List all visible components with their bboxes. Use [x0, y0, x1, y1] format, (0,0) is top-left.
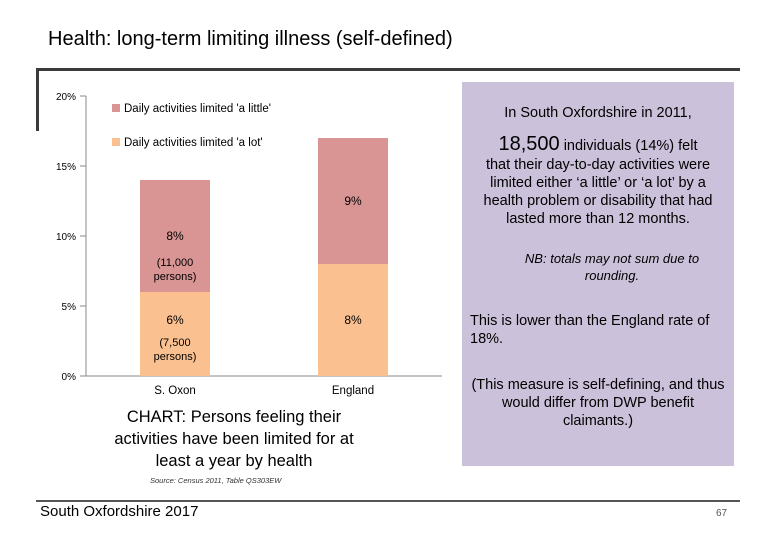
data-note-soxon-a-little: (11,000 persons)	[154, 257, 197, 283]
panel-measure-note: (This measure is self-defining, and thus…	[471, 377, 725, 429]
panel-intro-line: In South Oxfordshire in 2011,	[504, 105, 692, 121]
category-label: England	[332, 385, 374, 397]
page-number: 67	[716, 508, 728, 519]
footer-divider	[36, 500, 740, 502]
y-tick-label: 10%	[56, 232, 76, 243]
stacked-bar-chart: 0% 5% 10% 15% 20% 6% (7,500 persons) 8% (11,000 p…	[56, 92, 442, 397]
legend-swatch	[112, 104, 120, 112]
data-label-england-a-lot: 8%	[344, 313, 362, 327]
panel-nb-note: NB: totals may not sum due to rounding.	[524, 251, 700, 283]
panel-highlight-number: 18,500	[498, 133, 560, 155]
category-label: S. Oxon	[154, 385, 196, 397]
panel-comparison: This is lower than the England rate of 1…	[470, 313, 710, 347]
data-note-soxon-a-lot: (7,500 persons)	[154, 337, 197, 363]
bars	[140, 138, 388, 376]
bar-s-oxon-a-lot	[140, 292, 210, 376]
footer-label: South Oxfordshire 2017	[40, 503, 199, 520]
legend-label: Daily activities limited 'a little'	[124, 103, 271, 115]
legend-label: Daily activities limited 'a lot'	[124, 137, 263, 149]
bar-s-oxon-a-little	[140, 180, 210, 292]
y-tick-label: 0%	[62, 372, 77, 383]
info-panel: In South Oxfordshire in 2011, 18,500 ind…	[462, 82, 734, 466]
source-note: Source: Census 2011, Table QS303EW	[150, 476, 282, 485]
panel-highlight-tail: individuals (14%) felt	[559, 138, 698, 154]
data-label-soxon-a-lot: 6%	[166, 313, 184, 327]
y-tick-label: 20%	[56, 92, 76, 103]
chart-caption: CHART: Persons feeling their activities …	[114, 408, 354, 470]
panel-intro-detail: that their day-to-day activities were li…	[483, 157, 713, 227]
y-tick-label: 15%	[56, 162, 76, 173]
y-tick-label: 5%	[62, 302, 77, 313]
page-title: Health: long-term limiting illness (self…	[48, 28, 453, 50]
panel-highlight-line: 18,500 individuals (14%) felt	[462, 132, 734, 158]
legend-swatch	[112, 138, 120, 146]
data-labels: 6% (7,500 persons) 8% (11,000 persons) 8% 9%	[154, 194, 362, 363]
bar-england-a-lot	[318, 264, 388, 376]
y-axis-ticks: 0% 5% 10% 15% 20%	[56, 92, 86, 383]
legend: Daily activities limited 'a little' Daily…	[112, 103, 271, 149]
data-label-soxon-a-little: 8%	[166, 229, 184, 243]
bar-england-a-little	[318, 138, 388, 264]
title-divider	[36, 68, 740, 71]
left-accent-line	[36, 71, 39, 131]
category-labels: S. Oxon England	[154, 385, 374, 397]
data-label-england-a-little: 9%	[344, 194, 362, 208]
